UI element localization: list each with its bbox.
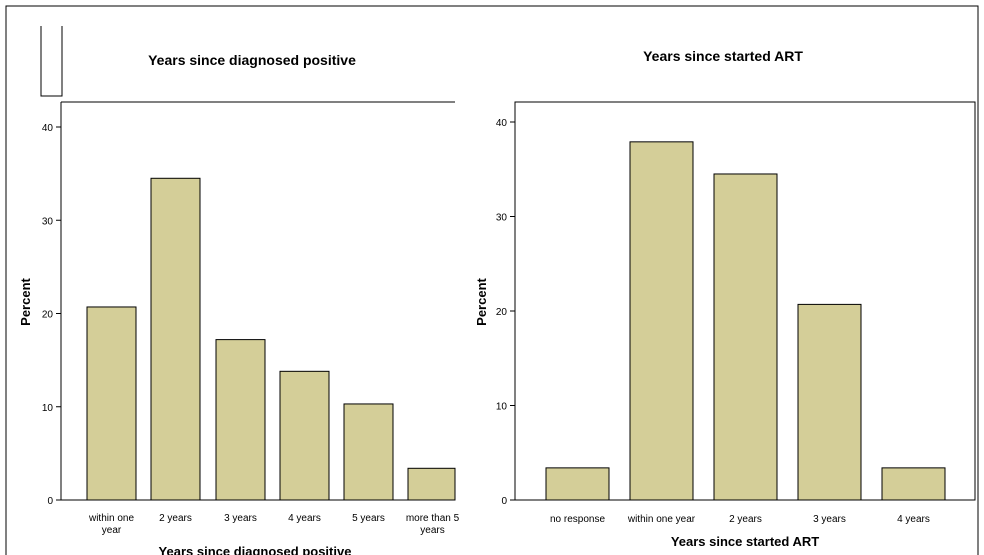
bar	[881, 467, 946, 501]
category-label: 4 years	[288, 513, 321, 524]
y-tick-label: 20	[42, 310, 54, 321]
bar	[279, 370, 330, 501]
chart-title: Years since started ART	[643, 48, 803, 64]
y-tick-label: 40	[42, 123, 54, 134]
legend-box	[40, 26, 63, 97]
x-axis-title: Years since started ART	[671, 534, 819, 549]
y-tick-label: 30	[42, 216, 54, 227]
y-tick-label: 10	[42, 403, 54, 414]
chart-years-art: Years since started ART 0 10 20 30 40 no res…	[474, 48, 976, 549]
bar	[215, 339, 266, 501]
category-label: 2 years	[159, 513, 192, 524]
category-label: 3 years	[813, 514, 846, 525]
x-axis-title: Years since diagnosed positive	[159, 544, 352, 555]
y-ticks: 0 10 20 30 40	[42, 123, 61, 507]
category-label: years	[420, 525, 444, 536]
bar	[545, 467, 610, 501]
category-label: within one	[88, 513, 134, 524]
bar	[150, 177, 201, 501]
y-tick-label: 20	[496, 307, 508, 318]
category-labels: no response within one year 2 years 3 years…	[550, 514, 930, 525]
category-label: year	[102, 525, 122, 536]
bar	[713, 173, 778, 501]
y-tick-label: 10	[496, 402, 508, 413]
bar	[797, 303, 862, 501]
category-label: 2 years	[729, 514, 762, 525]
y-tick-label: 0	[47, 496, 53, 507]
category-label: 5 years	[352, 513, 385, 524]
y-tick-label: 30	[496, 213, 508, 224]
y-tick-label: 0	[501, 496, 507, 507]
bar	[343, 403, 394, 501]
category-label: more than 5	[406, 513, 460, 524]
chart-years-diagnosed: Years since diagnosed positive 0 10 20 30 40…	[18, 52, 460, 555]
y-axis-title: Percent	[474, 277, 489, 325]
bar	[407, 467, 456, 501]
bar	[629, 141, 694, 501]
category-label: within one year	[627, 514, 696, 525]
category-label: no response	[550, 514, 605, 525]
chart-title: Years since diagnosed positive	[148, 52, 356, 68]
category-label: 3 years	[224, 513, 257, 524]
bar	[86, 306, 137, 501]
category-label: 4 years	[897, 514, 930, 525]
bars	[545, 141, 946, 501]
bars	[86, 177, 456, 501]
y-axis-title: Percent	[18, 277, 33, 325]
y-tick-label: 40	[496, 118, 508, 129]
y-ticks: 0 10 20 30 40	[496, 118, 515, 507]
